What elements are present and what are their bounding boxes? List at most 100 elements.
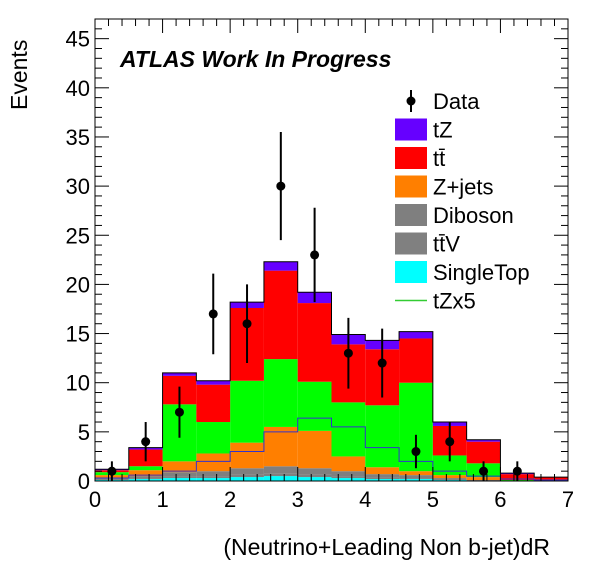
legend-label-1: tZ [433, 118, 453, 143]
data-point-7 [343, 348, 353, 358]
y-axis-label: Events [6, 40, 32, 110]
data-point-0 [107, 466, 117, 476]
bar-4-5 [263, 359, 298, 427]
bar-1-3 [196, 476, 231, 479]
legend-marker-0 [406, 96, 416, 106]
bar-6-9 [399, 331, 433, 339]
bar-5-13 [534, 477, 568, 481]
bar-1-5 [263, 473, 298, 477]
bar-1-1 [128, 478, 163, 480]
x-tick-label-6: 6 [494, 487, 506, 512]
bar-2-7 [331, 471, 366, 477]
x-tick-label-1: 1 [156, 487, 168, 512]
bar-4-8 [365, 405, 400, 468]
y-axis: 0 5 10 15 20 25 30 35 40 45 [66, 18, 568, 494]
plot-frame [94, 18, 569, 482]
bar-6-11 [466, 439, 501, 442]
data-point-10 [445, 437, 455, 447]
data-point-2 [174, 407, 184, 417]
bar-1-9 [399, 478, 433, 480]
data-point-6 [310, 250, 320, 260]
bar-3-9 [399, 471, 433, 476]
y-tick-label-9: 45 [66, 27, 90, 52]
bar-5-9 [399, 338, 433, 383]
bar-2-3 [196, 471, 231, 477]
chart-title: ATLAS Work In Progress [119, 46, 391, 72]
x-tick-label-4: 4 [359, 487, 371, 512]
bar-3-8 [365, 467, 400, 475]
bar-4-3 [196, 422, 231, 454]
x-tick-label-5: 5 [427, 487, 439, 512]
bar-2-10 [432, 478, 467, 480]
y-tick-label-7: 35 [66, 125, 90, 150]
bar-1-6 [297, 474, 332, 478]
bar-5-6 [297, 303, 332, 382]
y-tick-label-8: 40 [66, 76, 90, 101]
legend-label-3: Z+jets [433, 175, 494, 200]
data-point-12 [512, 466, 522, 476]
stack-total-outline [95, 261, 568, 478]
data-point-4 [242, 319, 252, 329]
bar-0-8 [365, 479, 400, 481]
data-point-9 [411, 447, 421, 457]
x-axis-label: (Neutrino+Leading Non b-jet)dR [223, 534, 550, 560]
y-tick-label-0: 0 [78, 469, 90, 494]
x-tick-label-7: 7 [562, 487, 574, 512]
bar-2-6 [297, 468, 332, 475]
bar-3-5 [263, 426, 298, 467]
y-tick-label-6: 30 [66, 174, 90, 199]
bar-1-10 [432, 479, 467, 481]
y-tick-label-4: 20 [66, 272, 90, 297]
y-tick-label-2: 10 [66, 371, 90, 396]
bar-5-5 [263, 270, 298, 360]
bar-2-1 [128, 476, 163, 479]
bar-0-9 [399, 479, 433, 481]
bar-3-3 [196, 453, 231, 472]
bar-4-10 [432, 455, 467, 476]
x-tick-label-3: 3 [292, 487, 304, 512]
bar-3-4 [230, 442, 264, 469]
y-tick-label-1: 5 [78, 420, 90, 445]
legend-label-6: SingleTop [433, 260, 530, 285]
y-tick-label-3: 15 [66, 322, 90, 347]
x-axis: 0 1 2 3 4 5 6 7 [89, 19, 574, 512]
bar-6-5 [263, 261, 298, 271]
bar-0-3 [196, 478, 231, 481]
x-tick-label-0: 0 [89, 487, 101, 512]
bar-2-8 [365, 474, 400, 478]
bar-2-9 [399, 475, 433, 479]
bar-5-11 [466, 441, 501, 464]
bar-3-2 [162, 461, 197, 473]
legend-swatch-5 [395, 232, 427, 255]
legend-label-7: tZx5 [433, 289, 476, 314]
bar-1-2 [162, 476, 197, 479]
bar-4-4 [230, 380, 264, 443]
data-point-8 [377, 358, 387, 368]
data-point-1 [141, 437, 151, 447]
legend-label-4: Diboson [433, 203, 514, 228]
data-point-5 [276, 181, 286, 191]
data-point-3 [208, 309, 218, 319]
bar-4-6 [297, 381, 332, 431]
bar-0-5 [263, 476, 298, 481]
bar-1-8 [365, 477, 400, 480]
legend-label-5: tt̄V [433, 232, 460, 257]
bar-5-3 [196, 384, 231, 423]
bar-2-2 [162, 472, 197, 477]
data-point-11 [479, 466, 489, 476]
bar-2-5 [263, 466, 298, 474]
legend-swatch-2 [395, 147, 427, 169]
legend-swatch-4 [395, 204, 427, 226]
bar-3-1 [128, 470, 163, 477]
bar-0-1 [128, 479, 163, 481]
bar-6-3 [196, 380, 231, 385]
legend-label-0: Data [433, 89, 480, 114]
bar-4-7 [331, 402, 366, 457]
y-tick-label-5: 25 [66, 223, 90, 248]
bar-0-7 [331, 478, 366, 481]
bar-1-7 [331, 476, 366, 479]
bar-1-4 [230, 474, 264, 478]
bar-0-6 [297, 477, 332, 481]
legend-swatch-6 [395, 261, 427, 283]
